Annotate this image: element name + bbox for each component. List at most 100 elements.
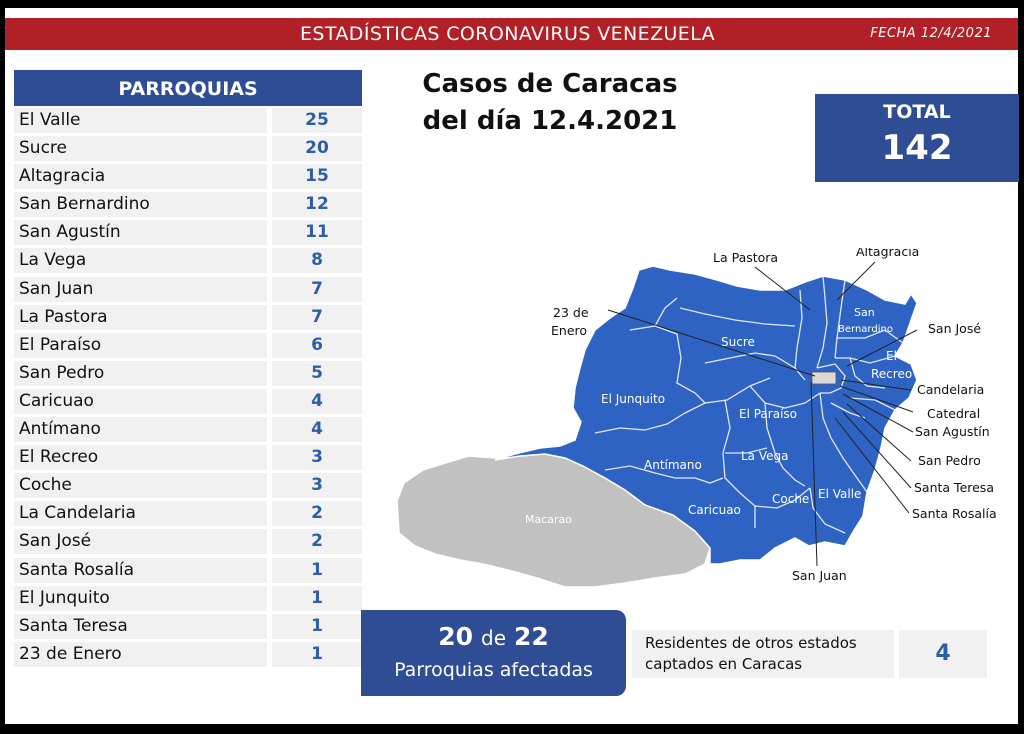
table-row: Caricuao 4: [14, 387, 362, 415]
map-parish-borders: [594, 275, 904, 534]
table-row: Santa Rosalía 1: [14, 556, 362, 584]
table-body: El Valle 25 Sucre 20 Altagracia 15 San Bernard…: [14, 106, 362, 668]
map-label-caricuao: Caricuao: [688, 503, 741, 517]
header-bar: ESTADÍSTICAS CORONAVIRUS VENEZUELA FECHA…: [5, 18, 1018, 50]
table-row: Sucre 20: [14, 134, 362, 162]
parroquia-name: Antímano: [14, 417, 267, 443]
parroquia-name: San Juan: [14, 276, 267, 302]
parroquia-cases: 3: [272, 445, 362, 471]
table-header: PARROQUIAS: [14, 70, 362, 106]
parroquia-name: La Candelaria: [14, 501, 267, 527]
parroquia-cases: 25: [272, 108, 362, 133]
table-row: 23 de Enero 1: [14, 640, 362, 668]
parroquia-cases: 1: [272, 641, 362, 667]
callout-santa-teresa: Santa Teresa: [914, 480, 994, 495]
callout-san-juan: San Juan: [792, 568, 847, 583]
parroquia-name: 23 de Enero: [14, 641, 267, 667]
parroquia-name: El Recreo: [14, 445, 267, 471]
caracas-map: Sucre El Junquito El Paraíso Antímano La…: [396, 248, 997, 588]
parroquia-name: El Paraíso: [14, 332, 267, 358]
parroquia-name: La Vega: [14, 248, 267, 274]
map-title-line-1: Casos de Caracas: [422, 69, 678, 99]
residents-label-box: Residentes de otros estados captados en …: [632, 630, 894, 678]
parroquia-cases: 1: [272, 613, 362, 639]
parroquia-name: Altagracia: [14, 164, 267, 190]
parroquia-name: San Agustín: [14, 220, 267, 246]
table-row: San Bernardino 12: [14, 190, 362, 218]
map-label-san-bernardino-1: San: [854, 306, 875, 319]
total-box: TOTAL 142: [815, 94, 1019, 182]
table-row: San Juan 7: [14, 275, 362, 303]
callout-23-de-enero-1: 23 de: [553, 305, 589, 320]
parroquia-cases: 7: [272, 304, 362, 330]
callout-catedral: Catedral: [927, 406, 980, 421]
parroquia-name: San Bernardino: [14, 192, 267, 218]
table-row: El Paraíso 6: [14, 331, 362, 359]
parroquia-name: San José: [14, 529, 267, 555]
parroquia-cases: 3: [272, 473, 362, 499]
map-label-el-valle: El Valle: [818, 487, 861, 501]
affected-count-line: 20 de 22: [361, 622, 626, 653]
parroquia-cases: 1: [272, 585, 362, 611]
residents-value: 4: [899, 630, 987, 678]
table-row: El Valle 25: [14, 106, 362, 134]
parroquia-name: Santa Teresa: [14, 613, 267, 639]
parroquia-cases: 2: [272, 529, 362, 555]
map-label-coche: Coche: [772, 492, 809, 506]
total-label: TOTAL: [883, 101, 951, 123]
map-label-sucre: Sucre: [721, 335, 755, 349]
parroquia-name: Caricuao: [14, 388, 267, 414]
map-label-el-junquito: El Junquito: [601, 392, 665, 406]
total-value: 142: [881, 128, 953, 168]
parroquia-cases: 4: [272, 388, 362, 414]
table-row: San José 2: [14, 527, 362, 555]
table-row: Antímano 4: [14, 415, 362, 443]
parroquia-cases: 7: [272, 276, 362, 302]
table-row: La Vega 8: [14, 246, 362, 274]
table-row: La Candelaria 2: [14, 499, 362, 527]
parroquia-name: El Junquito: [14, 585, 267, 611]
map-title: Casos de Caracas del día 12.4.2021: [385, 66, 715, 140]
parroquia-name: Santa Rosalía: [14, 557, 267, 583]
callout-santa-rosalia: Santa Rosalía: [912, 506, 997, 521]
header-date: FECHA 12/4/2021: [870, 26, 992, 41]
map-label-antimano: Antímano: [644, 458, 702, 472]
parroquia-cases: 8: [272, 248, 362, 274]
parroquia-name: El Valle: [14, 108, 267, 133]
parroquia-cases: 6: [272, 332, 362, 358]
affected-connector: de: [481, 626, 506, 650]
parroquia-cases: 12: [272, 192, 362, 218]
map-center-marker: [811, 371, 837, 385]
table-row: San Agustín 11: [14, 218, 362, 246]
table-row: El Junquito 1: [14, 584, 362, 612]
table-row: El Recreo 3: [14, 443, 362, 471]
callout-la-pastora: La Pastora: [713, 250, 778, 265]
callout-candelaria: Candelaria: [917, 382, 984, 397]
map-inner-labels: Sucre El Junquito El Paraíso Antímano La…: [525, 306, 912, 526]
parroquia-cases: 5: [272, 360, 362, 386]
map-label-la-vega: La Vega: [741, 449, 788, 463]
parroquia-cases: 4: [272, 417, 362, 443]
callout-altagracia: Altagracia: [856, 248, 919, 259]
callout-san-agustin: San Agustín: [915, 424, 990, 439]
table-row: Coche 3: [14, 471, 362, 499]
parroquia-cases: 20: [272, 136, 362, 162]
header-title: ESTADÍSTICAS CORONAVIRUS VENEZUELA: [300, 23, 716, 45]
parroquia-cases: 15: [272, 164, 362, 190]
affected-total: 22: [513, 622, 549, 651]
residents-label-line-1: Residentes de otros estados: [645, 634, 857, 652]
parroquia-name: La Pastora: [14, 304, 267, 330]
callout-san-pedro: San Pedro: [918, 453, 981, 468]
parroquias-table: PARROQUIAS El Valle 25 Sucre 20 Altagracia 15…: [14, 70, 362, 668]
parroquia-cases: 1: [272, 557, 362, 583]
map-label-el-recreo-1: El: [886, 349, 897, 363]
map-label-macarao: Macarao: [525, 513, 572, 526]
callout-23-de-enero-2: Enero: [551, 323, 587, 338]
map-callout-labels: La Pastora Altagracia 23 de Enero San Jo…: [551, 248, 997, 583]
infographic-sheet: ESTADÍSTICAS CORONAVIRUS VENEZUELA FECHA…: [5, 8, 1019, 724]
table-row: San Pedro 5: [14, 359, 362, 387]
affected-label: Parroquias afectadas: [394, 659, 593, 681]
parroquia-name: Sucre: [14, 136, 267, 162]
parroquia-cases: 11: [272, 220, 362, 246]
